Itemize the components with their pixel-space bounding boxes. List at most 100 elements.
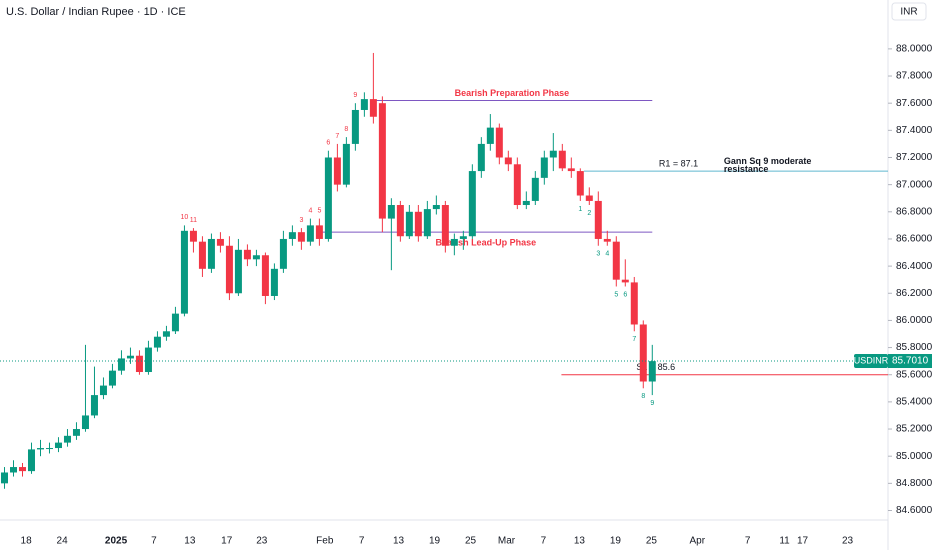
chart-title: U.S. Dollar / Indian Rupee · 1D · ICE xyxy=(6,6,186,18)
candle-body xyxy=(189,230,197,242)
candle-body xyxy=(243,249,251,260)
candle-body xyxy=(72,429,80,436)
y-tick-label: 88.0000 xyxy=(896,44,932,55)
y-tick-label: 87.2000 xyxy=(896,152,932,163)
y-tick-label: 87.8000 xyxy=(896,71,932,82)
candle-body xyxy=(324,157,332,239)
y-tick-label: 87.6000 xyxy=(896,98,932,109)
y-tick-label: 85.6000 xyxy=(896,369,932,380)
count-label: 7 xyxy=(632,336,636,343)
count-label: 5 xyxy=(317,207,321,214)
candle-body xyxy=(504,157,512,165)
candle-body xyxy=(261,255,269,296)
candle-body xyxy=(117,358,125,371)
candle-body xyxy=(216,238,224,246)
candle-body xyxy=(207,238,215,269)
candle-body xyxy=(576,171,584,196)
count-label: 3 xyxy=(299,217,303,224)
y-tick-label: 85.2000 xyxy=(896,424,932,435)
level-label: R1 = 87.1 xyxy=(659,158,698,168)
candle-body xyxy=(549,150,557,158)
candle-body xyxy=(90,395,98,416)
candle-body xyxy=(414,211,422,237)
candle-body xyxy=(36,448,44,450)
x-tick-label: 23 xyxy=(256,536,268,547)
candle-body xyxy=(45,448,53,450)
candle-body xyxy=(567,168,575,172)
candle-body xyxy=(594,200,602,239)
x-tick-label: 19 xyxy=(610,536,622,547)
candle-body xyxy=(432,205,440,210)
candle-body xyxy=(144,347,152,373)
candle-body xyxy=(342,143,350,185)
y-tick-label: 85.0000 xyxy=(896,451,932,462)
count-label: 11 xyxy=(190,217,197,224)
candle-body xyxy=(648,361,656,382)
y-tick-label: 86.4000 xyxy=(896,261,932,272)
candle-body xyxy=(486,127,494,144)
candle-body xyxy=(351,109,359,144)
y-tick-label: 86.6000 xyxy=(896,234,932,245)
y-tick-label: 87.0000 xyxy=(896,179,932,190)
candle-body xyxy=(108,370,116,386)
count-label: 6 xyxy=(623,291,627,298)
candle-body xyxy=(180,230,188,314)
candle-body xyxy=(288,232,296,239)
count-label: 10 xyxy=(181,214,189,221)
level-label: Bearish Preparation Phase xyxy=(455,88,570,98)
candle-body xyxy=(630,282,638,325)
candle-body xyxy=(27,449,35,472)
candle-body xyxy=(558,150,566,169)
x-tick-label: 7 xyxy=(151,536,157,547)
candle-body xyxy=(639,324,647,382)
candle-body xyxy=(378,103,386,219)
x-tick-label: 23 xyxy=(842,536,854,547)
currency-box[interactable] xyxy=(891,2,927,21)
candle-body xyxy=(495,127,503,158)
x-tick-label: 17 xyxy=(797,536,809,547)
count-label: 2 xyxy=(587,210,591,217)
candle-body xyxy=(153,336,161,348)
last-price-name: USDINR xyxy=(854,355,889,365)
x-tick-label: 13 xyxy=(184,536,196,547)
candle-body xyxy=(522,200,530,206)
x-tick-label: Apr xyxy=(689,536,705,547)
candle-body xyxy=(585,195,593,201)
count-label: 9 xyxy=(353,92,357,99)
candle-body xyxy=(270,268,278,296)
candle-body xyxy=(81,415,89,430)
candle-body xyxy=(171,313,179,332)
candle-body xyxy=(603,238,611,242)
candle-body xyxy=(9,467,17,473)
candle-body xyxy=(612,241,620,280)
x-tick-label: 25 xyxy=(646,536,658,547)
candle-body xyxy=(450,238,458,246)
x-tick-label: Mar xyxy=(498,536,516,547)
candle-body xyxy=(162,331,170,337)
candle-body xyxy=(252,255,260,260)
candle-body xyxy=(315,225,323,239)
x-tick-label: 7 xyxy=(745,536,751,547)
y-tick-label: 86.0000 xyxy=(896,315,932,326)
candle-body xyxy=(369,99,377,117)
count-label: 9 xyxy=(650,400,654,407)
last-price-name-box xyxy=(854,354,888,369)
y-tick-label: 86.8000 xyxy=(896,206,932,217)
x-tick-label: 25 xyxy=(465,536,477,547)
candle-body xyxy=(423,209,431,237)
count-label: 8 xyxy=(641,393,645,400)
x-tick-label: 7 xyxy=(541,536,547,547)
candle-body xyxy=(198,241,206,269)
candle-body xyxy=(0,472,8,484)
candle-body xyxy=(63,435,71,443)
candle-body xyxy=(18,467,26,472)
candle-body xyxy=(54,442,62,449)
last-price-label: 85.7010 xyxy=(892,356,929,367)
currency[interactable]: INR xyxy=(900,7,917,18)
y-tick-label: 84.8000 xyxy=(896,478,932,489)
candle-body xyxy=(297,232,305,242)
count-label: 7 xyxy=(335,133,339,140)
y-tick-label: 84.6000 xyxy=(896,505,932,516)
